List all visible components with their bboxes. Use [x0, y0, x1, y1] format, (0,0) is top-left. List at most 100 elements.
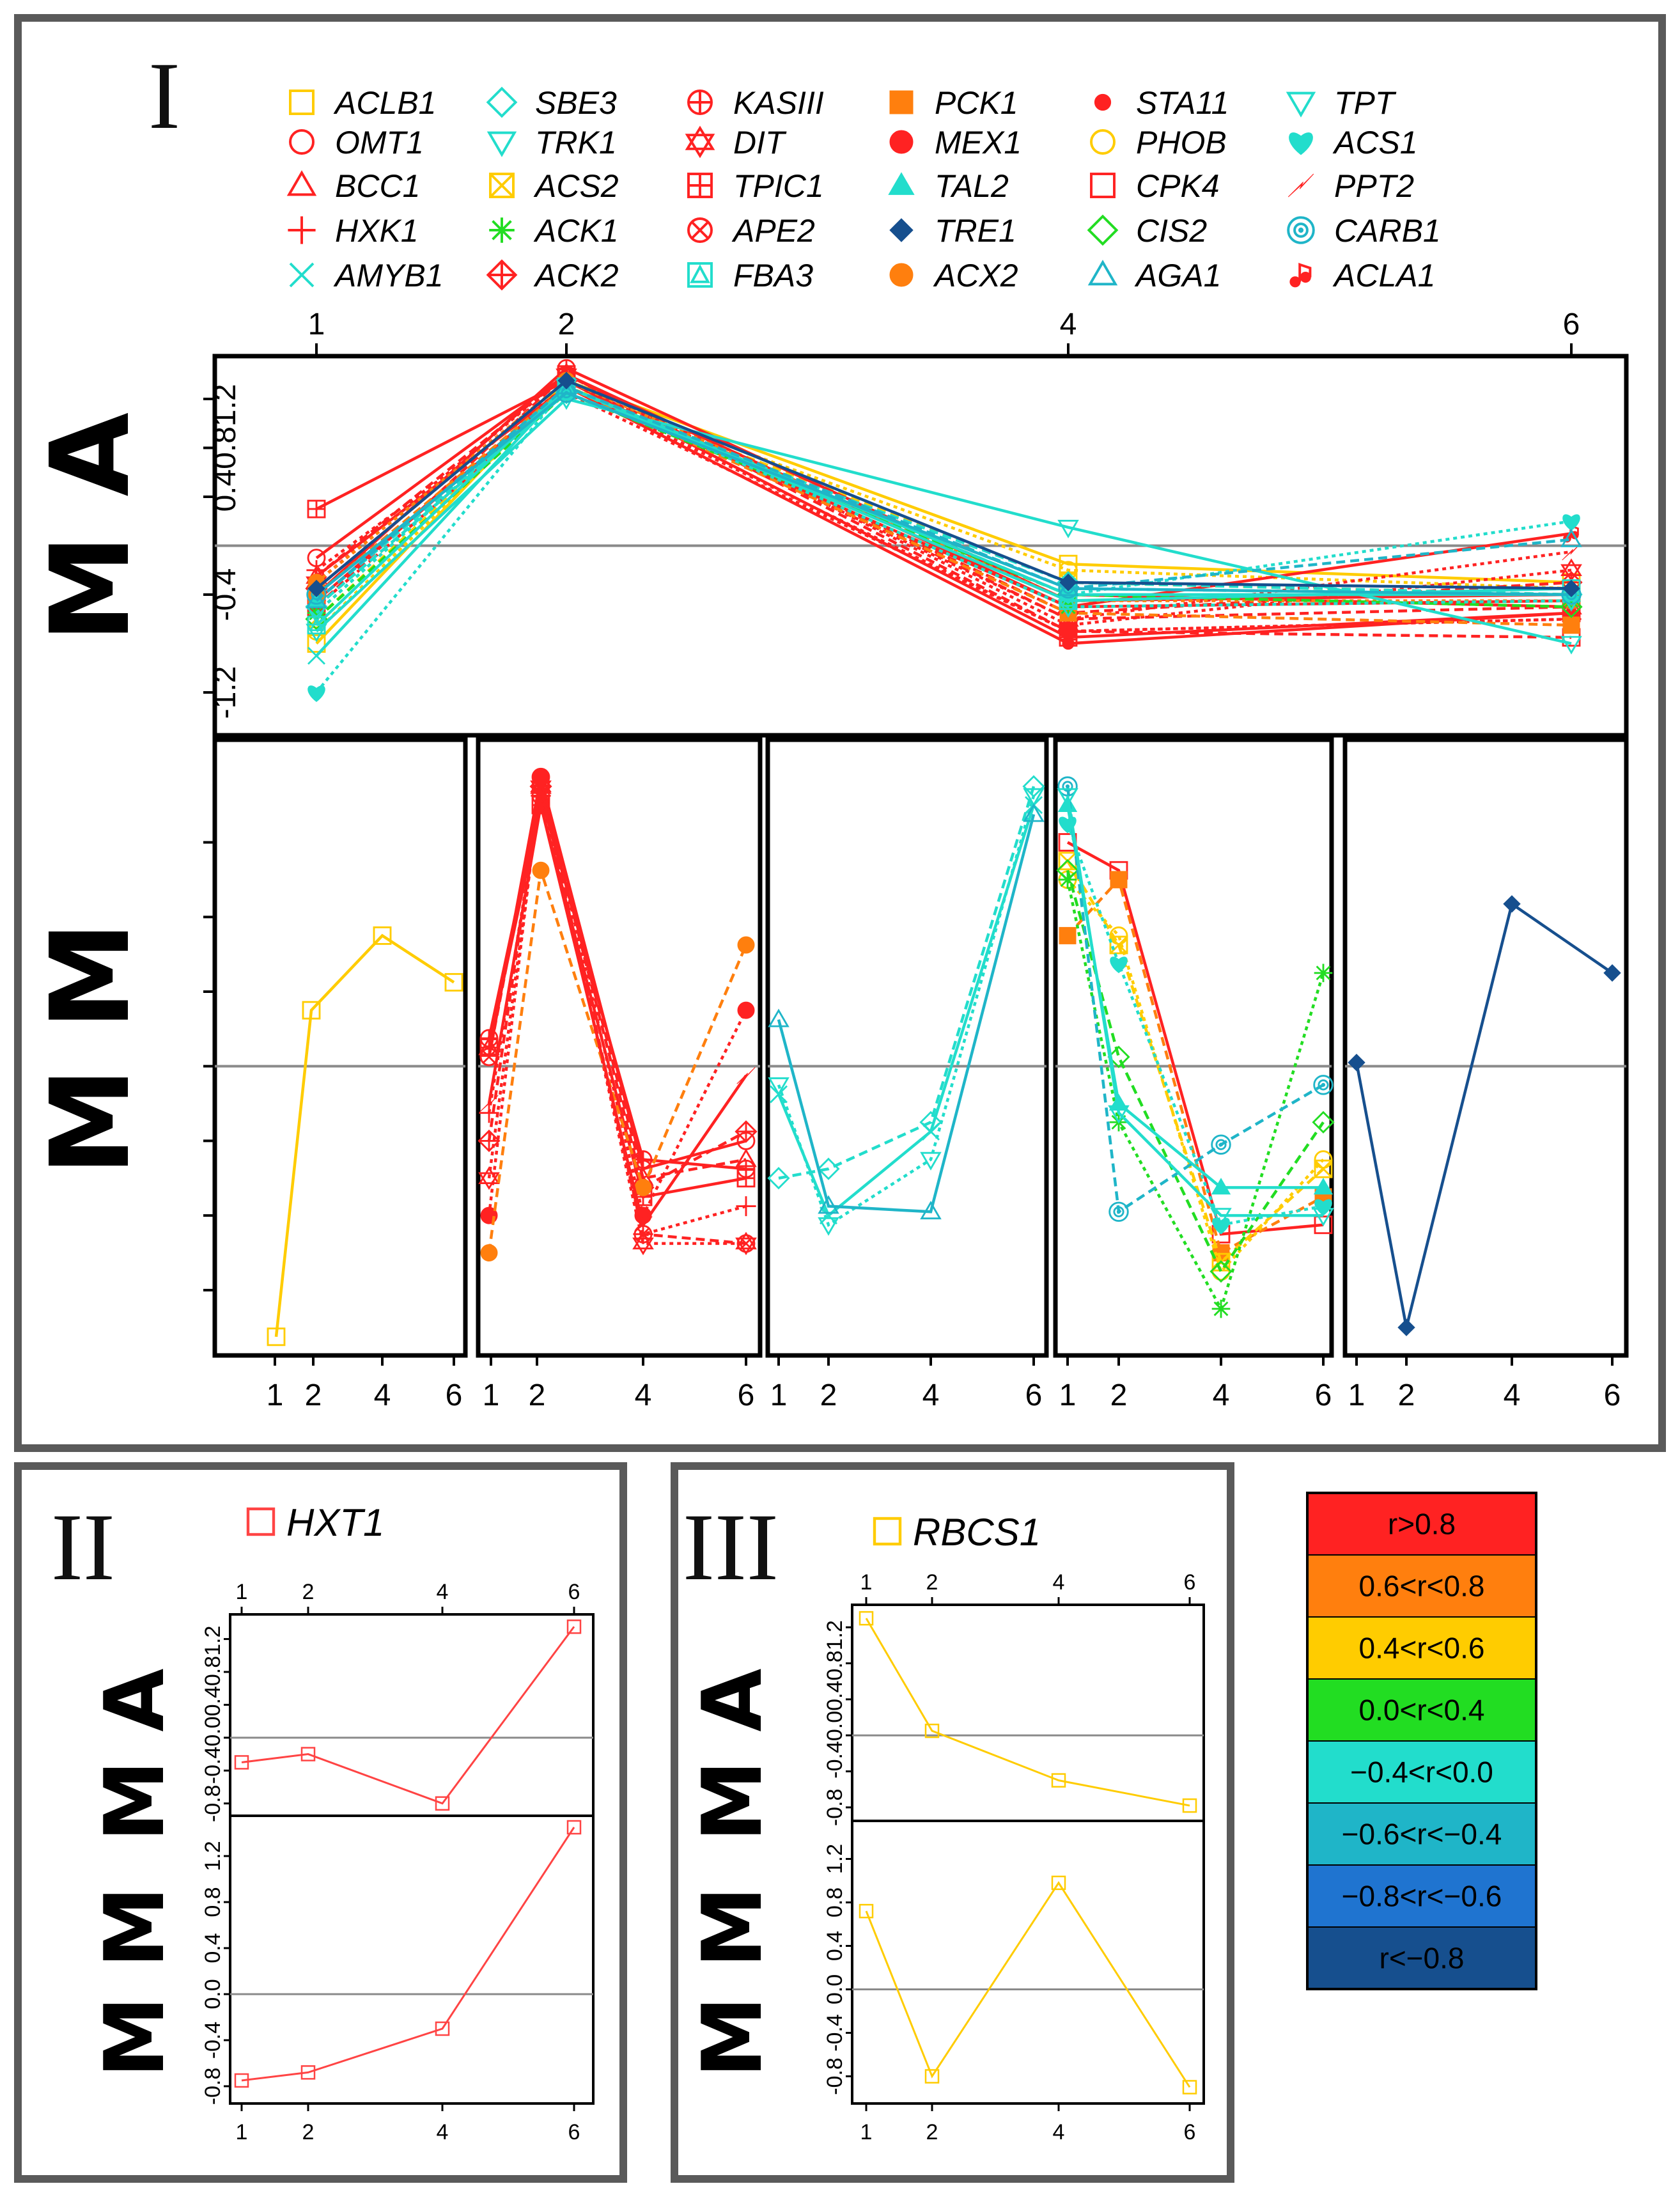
- marker-triangle: [1313, 1178, 1334, 1195]
- legend-label-CIS2: CIS2: [1136, 213, 1207, 249]
- marker-x: [739, 1237, 753, 1251]
- panel-III-mm-point: [1051, 1875, 1066, 1891]
- panel-II-mm-point: [234, 2073, 249, 2088]
- marker-asterisk: [307, 604, 326, 623]
- legend-label-SBE3: SBE3: [535, 85, 617, 121]
- marker-plus: [288, 216, 316, 244]
- marker-square: [1090, 173, 1116, 198]
- panel-I-mm-xtick-label: 6: [1025, 1378, 1043, 1412]
- panel-I-ma-point-AMYB1: [307, 646, 326, 665]
- legend-marker-ACK2: [486, 259, 518, 291]
- marker-plus: [635, 1151, 651, 1168]
- marker-note-head: [1300, 272, 1311, 283]
- marker-bolt: [736, 1066, 756, 1084]
- panel-II-legend-label: HXT1: [286, 1501, 384, 1544]
- colorbar: r>0.8 0.6<r<0.8 0.4<r<0.6 0.0<r<0.4 −0.4<r<0…: [1306, 1492, 1537, 1990]
- legend-label-FBA3: FBA3: [733, 258, 813, 293]
- panel-I-mm-point-SBE3: [767, 1167, 790, 1190]
- panel-I-ma-point-AGA1: [1560, 528, 1582, 547]
- marker-heart: [1110, 956, 1128, 974]
- panel-I-mm-series-PPT2: [487, 804, 747, 1229]
- panel-I-mm-xtick-label: 6: [1315, 1378, 1332, 1412]
- legend-marker-PPT2: [1287, 173, 1314, 198]
- marker-plus: [479, 1130, 499, 1151]
- panel-II-mm-xtick-label: 4: [437, 2120, 449, 2144]
- panel-I-mm-xtick-label: 4: [922, 1378, 940, 1412]
- panel-I-ma-point-DIT: [1560, 558, 1582, 582]
- colorbar-swatch: [1307, 1616, 1537, 1680]
- legend-marker-PHOB: [1090, 129, 1116, 155]
- marker-circle: [1090, 129, 1116, 155]
- marker-triangle: [818, 1195, 839, 1214]
- panel-I-mm-point-ACS1: [1110, 956, 1128, 974]
- legend-label-ACX2: ACX2: [933, 258, 1018, 293]
- panel-III-legend-label: RBCS1: [913, 1511, 1041, 1554]
- marker-triangle-down: [1210, 1208, 1232, 1227]
- panel-I-ma-title: M A: [27, 412, 154, 643]
- panel-III-ma-point: [1051, 1773, 1066, 1788]
- panel-I-mm-point-TPIC1: [736, 1169, 756, 1188]
- panel-I-ma-point-TPIC1: [307, 499, 326, 519]
- panel-II-ma-frame: [229, 1613, 595, 1817]
- marker-square: [924, 1723, 940, 1738]
- legend-layer: ACLB1 OMT1 BCC1 HXK1 AMYB1 SBE3 TRK1 ACS2 ACK1 AC…: [286, 85, 1441, 293]
- marker-diamond: [767, 1167, 790, 1190]
- panel-III-ma-title: M A: [685, 1669, 781, 1842]
- marker-plus: [488, 261, 516, 289]
- panel-I-mm-point-APE2: [736, 1234, 756, 1253]
- panel-III-mm-ytick-label: 1.2: [823, 1844, 847, 1874]
- colorbar-label: r>0.8: [1388, 1508, 1456, 1541]
- panel-I-mm-subplot-frame: [765, 737, 1049, 1358]
- legend-marker-AGA1: [1087, 260, 1118, 286]
- legend-marker-TPT: [1286, 91, 1316, 118]
- panel-I-mm-point-DIT: [735, 1231, 757, 1256]
- marker-diamond: [1107, 1045, 1130, 1068]
- panel-I-ma-xtick-label: 1: [308, 308, 325, 341]
- panel-I-mm-series-AMYB1: [777, 804, 1036, 1218]
- marker-diamond: [1503, 895, 1521, 913]
- marker-triangle: [286, 170, 317, 196]
- legend-marker-BCC1: [286, 170, 317, 196]
- marker-circle: [736, 1234, 756, 1253]
- marker-x: [819, 1206, 838, 1225]
- marker-triangle: [1023, 803, 1045, 822]
- marker-diamond: [1603, 964, 1621, 982]
- colorbar-label: −0.6<r<−0.4: [1342, 1818, 1502, 1851]
- marker-square: [1059, 621, 1078, 641]
- marker-square: [1059, 926, 1077, 944]
- marker-bolt: [531, 796, 550, 814]
- panel-III-mm-point: [1182, 2080, 1197, 2095]
- marker-x: [1314, 1160, 1333, 1178]
- marker-dot: [564, 391, 569, 395]
- marker-square: [302, 1001, 321, 1020]
- panel-I-mm-point-CARB1: [1313, 1075, 1334, 1095]
- panel-II-frame: [14, 1462, 627, 2183]
- panel-I-label: I: [148, 43, 180, 149]
- panel-I-mm-point-CIS2: [1209, 1260, 1233, 1283]
- legend-label-AMYB1: AMYB1: [333, 258, 444, 293]
- panel-I-mm-point-PPT2: [531, 796, 550, 814]
- legend-label-DIT: DIT: [733, 125, 787, 160]
- marker-heart: [1562, 514, 1580, 531]
- marker-square: [489, 173, 515, 198]
- marker-plus: [479, 1103, 499, 1123]
- panel-III-mm-frame: [851, 1820, 1205, 2105]
- marker-bolt: [1562, 543, 1581, 561]
- marker-circle: [532, 861, 550, 879]
- marker-triangle-down: [632, 1237, 654, 1256]
- panel-III-ma-point: [1182, 1798, 1197, 1813]
- marker-square: [566, 1619, 582, 1634]
- legend-marker-AMYB1: [289, 262, 315, 288]
- marker-dot: [1116, 1210, 1121, 1214]
- marker-triangle: [888, 172, 915, 195]
- panel-I-mm-point-TRK1: [1023, 788, 1045, 807]
- marker-asterisk: [1058, 870, 1077, 889]
- panel-I-ma-series-FBA3: [315, 385, 1572, 627]
- marker-triangle-down: [685, 134, 715, 159]
- legend-marker-PCK1: [889, 90, 914, 114]
- legend-marker-CPK4: [1090, 173, 1116, 198]
- panel-I-ma-point-CIS2: [1560, 595, 1583, 618]
- panel-I-frame: [14, 14, 1666, 1452]
- marker-bolt: [634, 1216, 653, 1234]
- panel-I-ma-point-STA11: [1062, 637, 1075, 650]
